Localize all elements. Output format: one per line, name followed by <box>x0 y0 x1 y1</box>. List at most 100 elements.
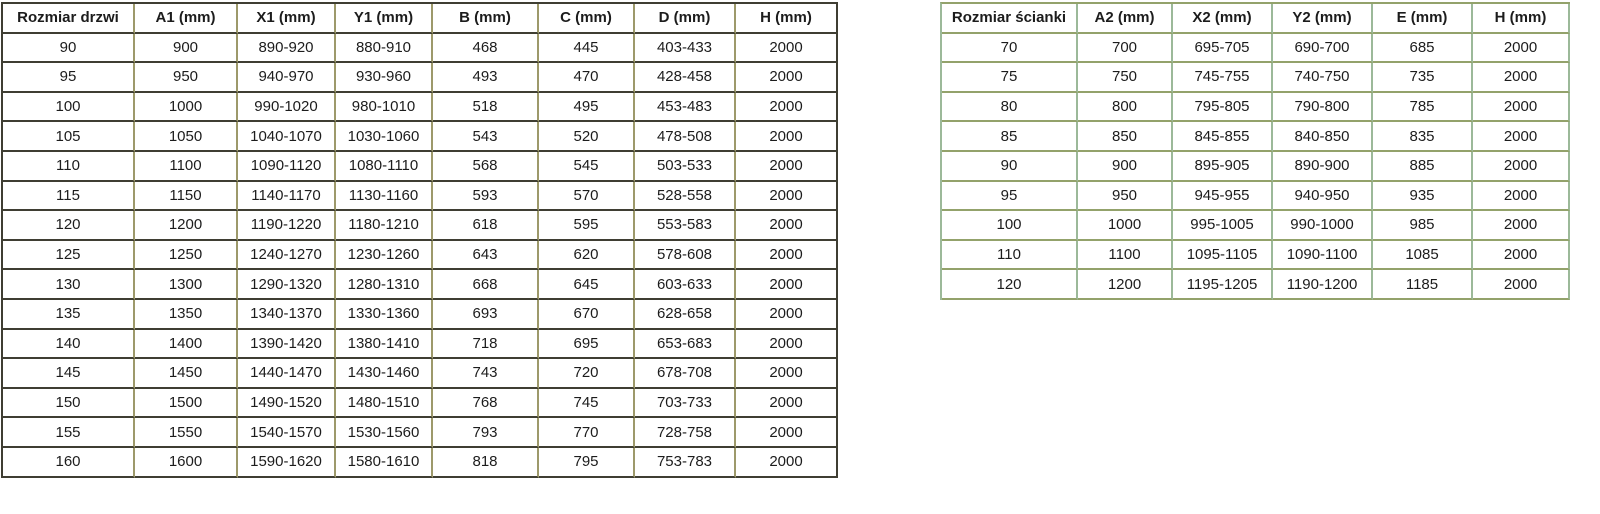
cell: 1190-1220 <box>238 211 336 241</box>
cell: 2000 <box>736 122 838 152</box>
cell: 2000 <box>736 359 838 389</box>
table-row: 110 1100 1090-1120 1080-1110 568 545 503-533 20… <box>3 151 838 182</box>
column-header: H (mm) <box>736 4 838 34</box>
cell: 593 <box>433 181 539 212</box>
cell: 453-483 <box>635 92 736 123</box>
cell: 890-920 <box>238 33 336 64</box>
cell: 603-633 <box>635 270 736 300</box>
cell: 1390-1420 <box>238 329 336 360</box>
cell: 495 <box>539 92 635 123</box>
cell: 100 <box>942 211 1078 241</box>
table-row: 95 950 945-955 940-950 935 2000 <box>942 181 1570 212</box>
cell: 885 <box>1373 151 1473 182</box>
cell: 1090-1120 <box>238 151 336 182</box>
table-row: 145 1450 1440-1470 1430-1460 743 720 678-708 20… <box>3 359 838 389</box>
table-row: 75 750 745-755 740-750 735 2000 <box>942 63 1570 93</box>
cell: 2000 <box>1473 240 1570 271</box>
cell: 503-533 <box>635 151 736 182</box>
cell: 703-733 <box>635 388 736 419</box>
cell: 518 <box>433 92 539 123</box>
cell: 720 <box>539 359 635 389</box>
cell: 1350 <box>135 299 238 330</box>
cell: 1600 <box>135 447 238 478</box>
table-row: 110 1100 1095-1105 1090-1100 1085 2000 <box>942 240 1570 271</box>
cell: 1185 <box>1373 270 1473 300</box>
cell: 678-708 <box>635 359 736 389</box>
cell: 990-1020 <box>238 92 336 123</box>
cell: 1195-1205 <box>1173 270 1273 300</box>
cell: 980-1010 <box>336 92 433 123</box>
cell: 553-583 <box>635 211 736 241</box>
cell: 1430-1460 <box>336 359 433 389</box>
cell: 628-658 <box>635 299 736 330</box>
cell: 1130-1160 <box>336 181 433 212</box>
cell: 793 <box>433 418 539 448</box>
table-row: 85 850 845-855 840-850 835 2000 <box>942 122 1570 152</box>
cell: 70 <box>942 33 1078 64</box>
cell: 668 <box>433 270 539 300</box>
cell: 735 <box>1373 63 1473 93</box>
cell: 1330-1360 <box>336 299 433 330</box>
cell: 1030-1060 <box>336 122 433 152</box>
cell: 140 <box>3 329 135 360</box>
cell: 2000 <box>1473 92 1570 123</box>
cell: 785 <box>1373 92 1473 123</box>
cell: 578-608 <box>635 240 736 271</box>
cell: 95 <box>3 63 135 93</box>
cell: 1280-1310 <box>336 270 433 300</box>
cell: 1000 <box>1078 211 1173 241</box>
header-row: Rozmiar drzwi A1 (mm) X1 (mm) Y1 (mm) B (mm)… <box>3 4 838 34</box>
cell: 1490-1520 <box>238 388 336 419</box>
table-row: 160 1600 1590-1620 1580-1610 818 795 753-783 20… <box>3 447 838 478</box>
cell: 90 <box>942 151 1078 182</box>
cell: 1380-1410 <box>336 329 433 360</box>
cell: 130 <box>3 270 135 300</box>
cell: 670 <box>539 299 635 330</box>
cell: 795-805 <box>1173 92 1273 123</box>
cell: 2000 <box>1473 122 1570 152</box>
cell: 840-850 <box>1273 122 1373 152</box>
cell: 110 <box>942 240 1078 271</box>
column-header: X1 (mm) <box>238 4 336 34</box>
cell: 2000 <box>736 270 838 300</box>
cell: 685 <box>1373 33 1473 64</box>
cell: 520 <box>539 122 635 152</box>
cell: 1340-1370 <box>238 299 336 330</box>
cell: 1250 <box>135 240 238 271</box>
cell: 85 <box>942 122 1078 152</box>
column-header: D (mm) <box>635 4 736 34</box>
cell: 890-900 <box>1273 151 1373 182</box>
cell: 155 <box>3 418 135 448</box>
cell: 718 <box>433 329 539 360</box>
cell: 645 <box>539 270 635 300</box>
cell: 800 <box>1078 92 1173 123</box>
cell: 105 <box>3 122 135 152</box>
cell: 468 <box>433 33 539 64</box>
cell: 653-683 <box>635 329 736 360</box>
cell: 428-458 <box>635 63 736 93</box>
cell: 950 <box>1078 181 1173 212</box>
table-row: 135 1350 1340-1370 1330-1360 693 670 628-658 20… <box>3 299 838 330</box>
cell: 990-1000 <box>1273 211 1373 241</box>
column-header: E (mm) <box>1373 4 1473 34</box>
column-header: H (mm) <box>1473 4 1570 34</box>
column-header: C (mm) <box>539 4 635 34</box>
cell: 770 <box>539 418 635 448</box>
door-size-table: Rozmiar drzwi A1 (mm) X1 (mm) Y1 (mm) B (mm)… <box>1 2 838 478</box>
cell: 2000 <box>736 299 838 330</box>
cell: 2000 <box>736 92 838 123</box>
cell: 995-1005 <box>1173 211 1273 241</box>
cell: 1190-1200 <box>1273 270 1373 300</box>
table-row: 70 700 695-705 690-700 685 2000 <box>942 33 1570 64</box>
cell: 2000 <box>1473 270 1570 300</box>
cell: 1180-1210 <box>336 211 433 241</box>
cell: 1480-1510 <box>336 388 433 419</box>
cell: 2000 <box>736 418 838 448</box>
cell: 835 <box>1373 122 1473 152</box>
cell: 1040-1070 <box>238 122 336 152</box>
cell: 115 <box>3 181 135 212</box>
cell: 1290-1320 <box>238 270 336 300</box>
table-row: 95 950 940-970 930-960 493 470 428-458 2000 <box>3 63 838 93</box>
cell: 150 <box>3 388 135 419</box>
